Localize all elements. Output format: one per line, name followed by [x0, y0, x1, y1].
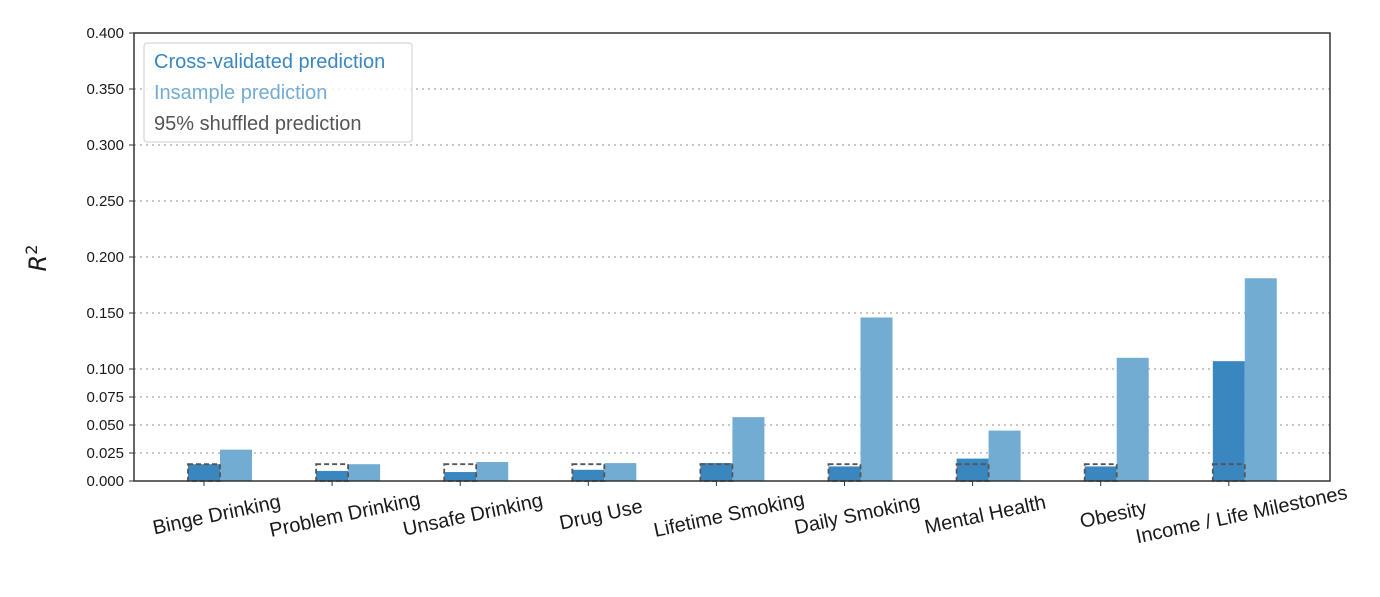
x-tick-label: Income / Life Milestones [1134, 482, 1350, 548]
x-tick-label: Binge Drinking [151, 491, 283, 540]
x-tick-label: Drug Use [557, 496, 644, 535]
x-tick-label: Unsafe Drinking [401, 490, 545, 541]
bar-cross-validated [444, 472, 477, 481]
bar-cross-validated [956, 458, 989, 481]
bar-insample [860, 317, 893, 481]
bar-insample [1244, 278, 1277, 481]
legend: Cross-validated prediction Insample pred… [143, 42, 413, 143]
bar-cross-validated [1212, 361, 1245, 481]
y-tick-label: 0.300 [86, 137, 124, 154]
x-tick-label: Lifetime Smoking [652, 488, 807, 541]
bar-insample [220, 449, 252, 481]
legend-entry-cross-validated: Cross-validated prediction [154, 51, 385, 73]
bar-cross-validated [1084, 466, 1117, 481]
bar-cross-validated [316, 470, 349, 481]
y-tick-label: 0.025 [86, 445, 124, 462]
bar-cross-validated [188, 464, 220, 481]
legend-entry-insample: Insample prediction [154, 82, 327, 104]
grid-lines [134, 88, 1330, 454]
bar-cross-validated [828, 466, 861, 481]
bar-insample [988, 430, 1021, 481]
y-tick-label: 0.400 [86, 25, 124, 42]
y-axis-ticks: 0.000 0.025 0.050 0.075 0.100 0.150 0.200 0.250… [86, 25, 134, 490]
y-axis-label: R2 [22, 245, 52, 272]
bar-insample [732, 417, 765, 481]
y-tick-label: 0.000 [86, 473, 124, 490]
bar-insample [604, 463, 637, 481]
y-tick-label: 0.100 [86, 361, 124, 378]
x-tick-label: Problem Drinking [268, 488, 423, 541]
y-tick-label: 0.350 [86, 81, 124, 98]
legend-box [143, 42, 413, 143]
bar-insample [348, 464, 381, 481]
bar-cross-validated [700, 463, 733, 481]
y-tick-label: 0.150 [86, 305, 124, 322]
y-tick-label: 0.075 [86, 389, 124, 406]
legend-entry-shuffled: 95% shuffled prediction [154, 113, 362, 135]
bars [188, 278, 1277, 481]
y-tick-label: 0.200 [86, 249, 124, 266]
y-tick-label: 0.250 [86, 193, 124, 210]
bar-cross-validated [572, 469, 605, 481]
x-tick-label: Daily Smoking [792, 491, 922, 539]
y-tick-label: 0.050 [86, 417, 124, 434]
bar-insample [1116, 357, 1149, 481]
x-tick-label: Mental Health [923, 492, 1048, 539]
bar-insample [476, 461, 509, 481]
